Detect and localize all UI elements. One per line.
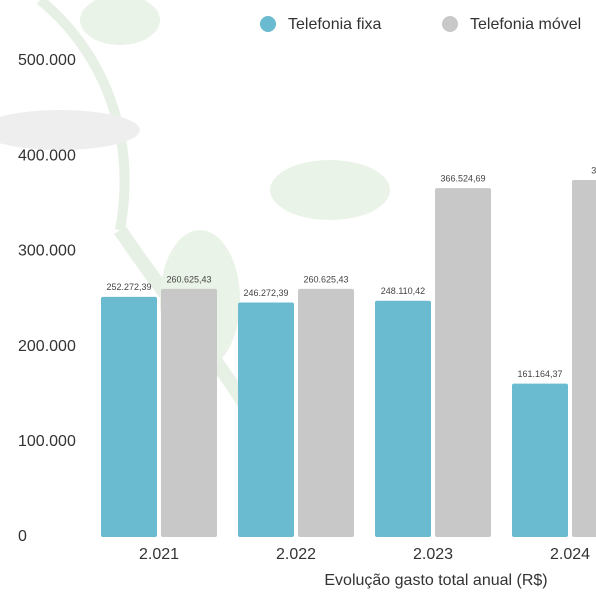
bar — [435, 188, 491, 537]
x-axis-label: Evolução gasto total anual (R$) — [324, 572, 547, 589]
legend-swatch — [260, 16, 276, 32]
value-label: 248.110,42 — [381, 286, 425, 296]
y-tick-label: 0 — [18, 528, 27, 545]
value-label: 161.164,37 — [517, 369, 562, 379]
legend-swatch — [442, 16, 458, 32]
legend-label: Telefonia móvel — [470, 16, 581, 33]
value-label: 375. — [591, 165, 596, 175]
bar — [101, 297, 157, 537]
x-tick-label: 2.022 — [276, 546, 316, 563]
y-tick-label: 400.000 — [18, 147, 76, 164]
x-tick-label: 2.023 — [413, 546, 453, 563]
value-label: 260.625,43 — [303, 274, 348, 284]
legend-label: Telefonia fixa — [288, 16, 381, 33]
value-label: 366.524,69 — [440, 173, 485, 183]
bar — [375, 301, 431, 537]
y-tick-label: 500.000 — [18, 52, 76, 69]
value-label: 260.625,43 — [166, 274, 211, 284]
y-tick-label: 100.000 — [18, 433, 76, 450]
page: {"chart_data": {"type": "bar", "categori… — [0, 0, 596, 593]
bar — [512, 384, 568, 537]
bar — [161, 289, 217, 537]
y-tick-label: 300.000 — [18, 243, 76, 260]
value-label: 246.272,39 — [243, 288, 288, 298]
x-tick-label: 2.021 — [139, 546, 179, 563]
chart: Evolução gasto total anual (R$) 0 100.000… — [0, 0, 596, 593]
bar — [238, 303, 294, 537]
bar — [298, 289, 354, 537]
x-tick-label: 2.024 — [550, 546, 590, 563]
y-tick-label: 200.000 — [18, 338, 76, 355]
value-label: 252.272,39 — [106, 282, 151, 292]
bar — [572, 180, 596, 537]
